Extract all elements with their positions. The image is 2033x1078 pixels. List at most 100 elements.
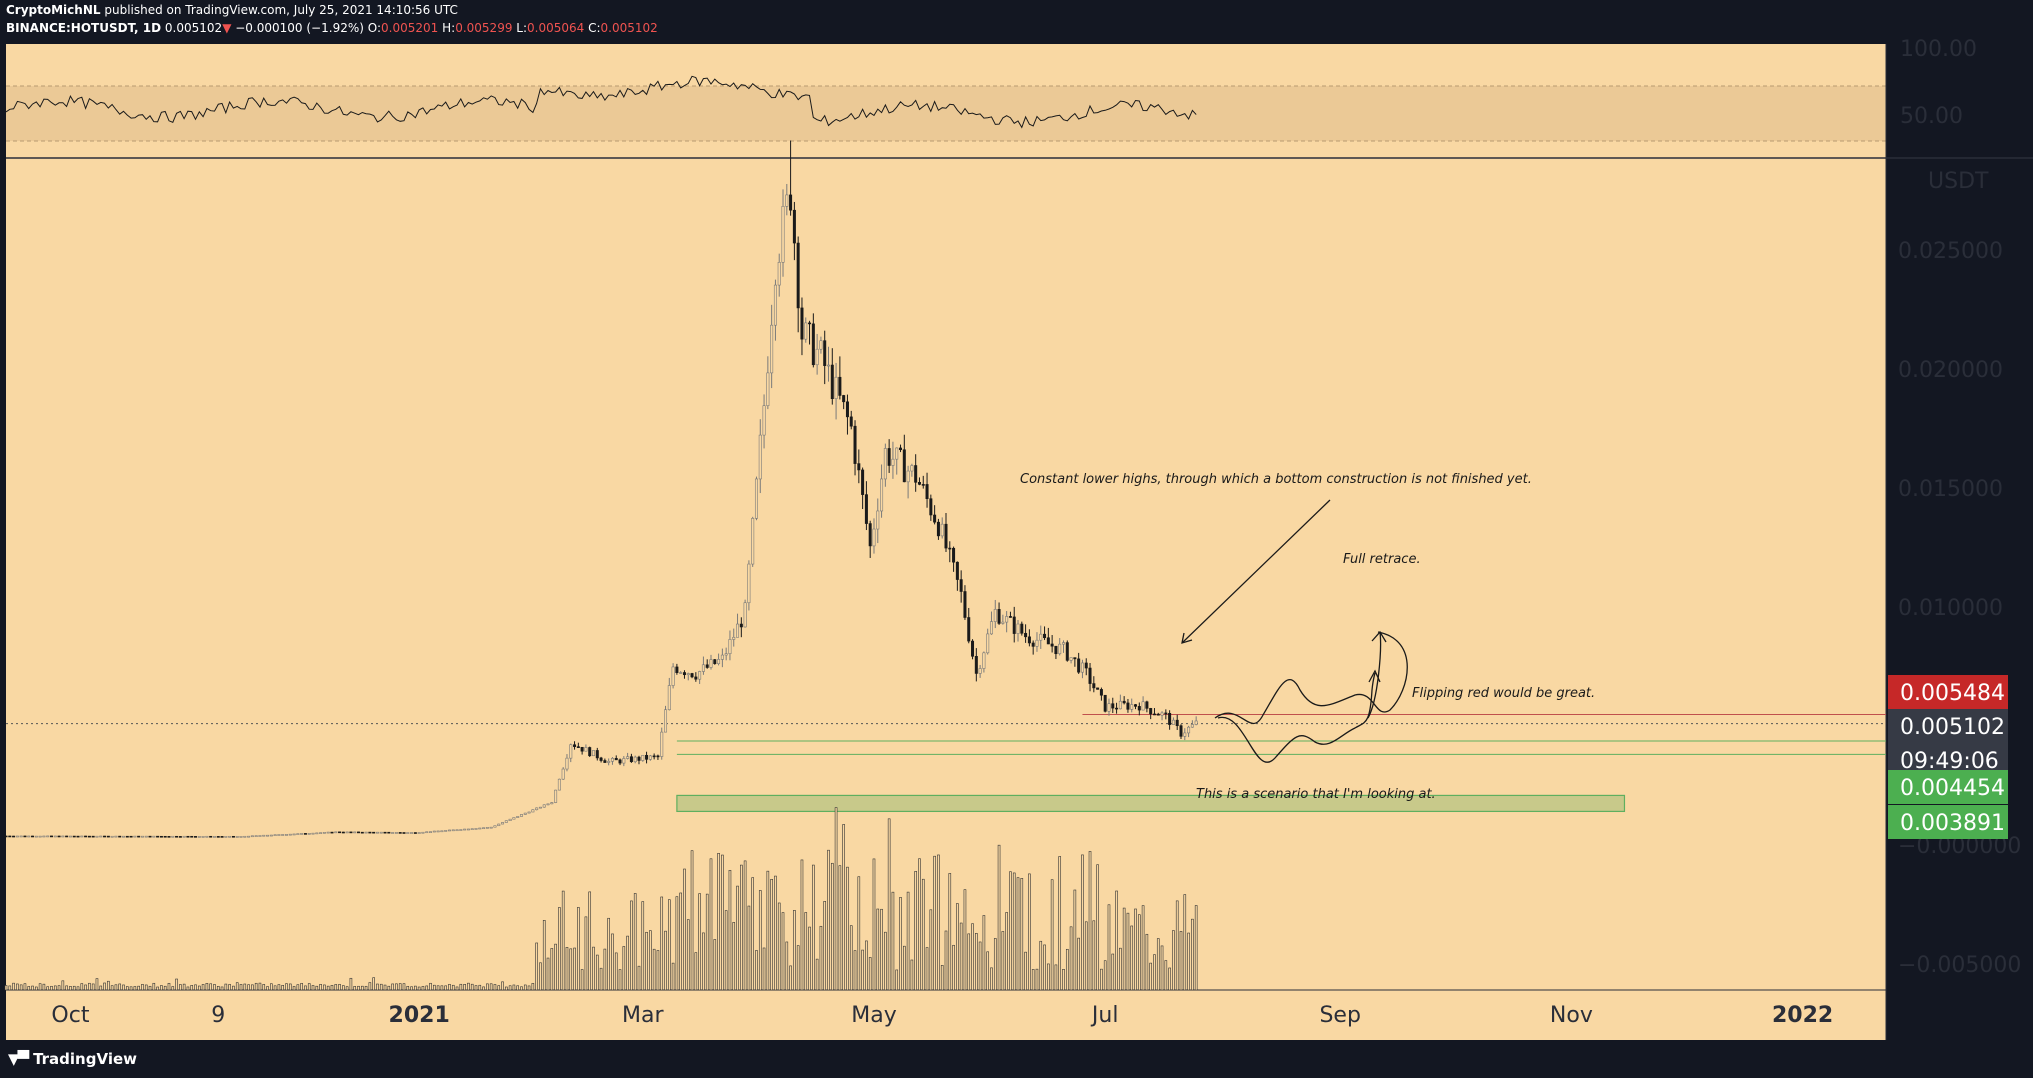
ohlc-line: BINANCE:HOTUSDT, 1D 0.005102▼ −0.000100 … bbox=[6, 21, 658, 35]
note-flipping-red[interactable]: Flipping red would be great. bbox=[1412, 686, 1595, 701]
tradingview-footer[interactable]: ▼▀ TradingView bbox=[8, 1050, 137, 1068]
volume-bar bbox=[88, 982, 91, 991]
volume-bar bbox=[497, 985, 501, 991]
support-zone-box[interactable] bbox=[676, 794, 1626, 813]
price-tag-label[interactable]: 0.003891 bbox=[1900, 811, 2005, 836]
candle-body bbox=[989, 621, 993, 635]
scenario-path-up[interactable] bbox=[1214, 631, 1408, 725]
volume-bar bbox=[929, 909, 933, 991]
support-zone[interactable] bbox=[6, 713, 1886, 813]
volume-bar bbox=[364, 985, 368, 991]
note-full-retrace[interactable]: Full retrace. bbox=[1343, 552, 1421, 567]
volume-bar bbox=[125, 986, 129, 991]
price-tag-label[interactable]: 0.004454 bbox=[1900, 776, 2005, 801]
volume-bar bbox=[326, 985, 330, 991]
candle-body bbox=[330, 831, 334, 834]
chart-canvas[interactable]: 100.00 50.00 USDT 0.025000 0.020000 0.0150… bbox=[0, 0, 2033, 1040]
volume-bar bbox=[410, 986, 413, 991]
candle-body bbox=[531, 809, 535, 813]
candle-body bbox=[383, 831, 387, 834]
candle-body bbox=[148, 835, 152, 838]
volume-bar bbox=[925, 947, 929, 991]
price-scale-unit[interactable]: USDT bbox=[1928, 169, 1989, 194]
volume-bar bbox=[338, 984, 341, 991]
candle-body bbox=[705, 664, 709, 668]
candle-body bbox=[205, 835, 209, 838]
candle-body bbox=[334, 831, 338, 834]
candle-body bbox=[698, 671, 702, 680]
candle-body bbox=[228, 835, 232, 838]
volume-bar bbox=[789, 965, 792, 991]
candle-body bbox=[1141, 701, 1145, 711]
volume-bar bbox=[391, 983, 394, 991]
volume-bar bbox=[459, 983, 463, 991]
candle-body bbox=[1149, 708, 1153, 715]
volume-bar bbox=[451, 984, 455, 991]
candle-body bbox=[861, 469, 865, 495]
rsi-pane[interactable]: 100.00 50.00 bbox=[5, 37, 1977, 142]
volume-bar bbox=[990, 967, 993, 991]
candle-body bbox=[61, 835, 65, 838]
price-tag-label[interactable]: 0.005484 bbox=[1900, 681, 2005, 706]
price-tag-box[interactable] bbox=[1888, 770, 2008, 804]
candle-body bbox=[300, 833, 304, 835]
candle-body bbox=[603, 760, 607, 763]
candle-body bbox=[284, 834, 288, 836]
candle-body bbox=[899, 447, 903, 451]
author-name[interactable]: CryptoMichNL bbox=[6, 3, 101, 17]
scenario-path-down[interactable] bbox=[1217, 672, 1376, 763]
candle-body bbox=[1134, 704, 1138, 707]
volume-bar bbox=[637, 965, 641, 991]
price-tag-label[interactable]: 0.005102 bbox=[1900, 715, 2005, 740]
volume-bar bbox=[383, 984, 387, 991]
price-axis[interactable]: USDT 0.025000 0.020000 0.015000 0.010000 −0.… bbox=[1898, 169, 2021, 978]
price-tags[interactable]: 0.005484 0.005102 09:49:060.004454 0.003891 bbox=[1888, 675, 2008, 839]
volume-bar bbox=[952, 944, 955, 991]
candle-body bbox=[140, 835, 144, 838]
candle-body bbox=[819, 340, 823, 350]
price-tag-box[interactable] bbox=[1888, 675, 2008, 709]
volume-bar bbox=[542, 920, 546, 991]
candle-body bbox=[201, 836, 205, 838]
volume-bar bbox=[724, 910, 728, 991]
drawings[interactable]: Constant lower highs, through which a bo… bbox=[1020, 472, 1595, 802]
candle-body bbox=[224, 836, 228, 838]
volume-bar bbox=[262, 984, 266, 991]
price-tag-box[interactable] bbox=[1888, 805, 2008, 839]
candle-body bbox=[940, 523, 944, 537]
candle-body bbox=[614, 758, 618, 761]
volume-bar bbox=[747, 905, 751, 991]
volume-bar bbox=[1141, 905, 1145, 991]
volume-bar bbox=[914, 871, 917, 991]
volume-bar bbox=[645, 931, 648, 991]
volume-bar bbox=[868, 957, 872, 991]
price-tag-box[interactable] bbox=[1888, 709, 2008, 743]
volume-bar bbox=[1039, 940, 1043, 991]
candle-body bbox=[156, 835, 160, 838]
volume-bar bbox=[622, 946, 626, 991]
volume-bar bbox=[694, 952, 698, 991]
note-lower-highs[interactable]: Constant lower highs, through which a bo… bbox=[1020, 472, 1532, 487]
candle-body bbox=[190, 835, 194, 838]
trend-arrow-line[interactable] bbox=[1181, 499, 1331, 644]
note-scenario[interactable]: This is a scenario that I'm looking at. bbox=[1196, 787, 1436, 802]
candle-body bbox=[1130, 704, 1134, 710]
time-axis[interactable]: Oct 9 2021 Mar May Jul Sep Nov 2022 bbox=[51, 1003, 1833, 1028]
volume-bar bbox=[190, 985, 194, 991]
volume-bar bbox=[527, 985, 531, 991]
volume-bar bbox=[618, 969, 622, 991]
candle-body bbox=[535, 807, 539, 811]
volume-bar bbox=[247, 984, 250, 991]
volume-bar bbox=[357, 985, 360, 991]
symbol-label[interactable]: BINANCE:HOTUSDT, 1D bbox=[6, 21, 162, 35]
candle-body bbox=[277, 834, 281, 836]
candle-body bbox=[826, 364, 830, 367]
candle-body bbox=[864, 494, 868, 524]
candle-body bbox=[834, 376, 838, 400]
candle-body bbox=[501, 822, 505, 825]
volume-bar bbox=[387, 985, 391, 991]
volume-bar bbox=[732, 922, 736, 991]
candle-body bbox=[584, 747, 588, 752]
candle-body bbox=[667, 685, 671, 711]
price-tag-label[interactable]: 09:49:06 bbox=[1900, 749, 1999, 774]
